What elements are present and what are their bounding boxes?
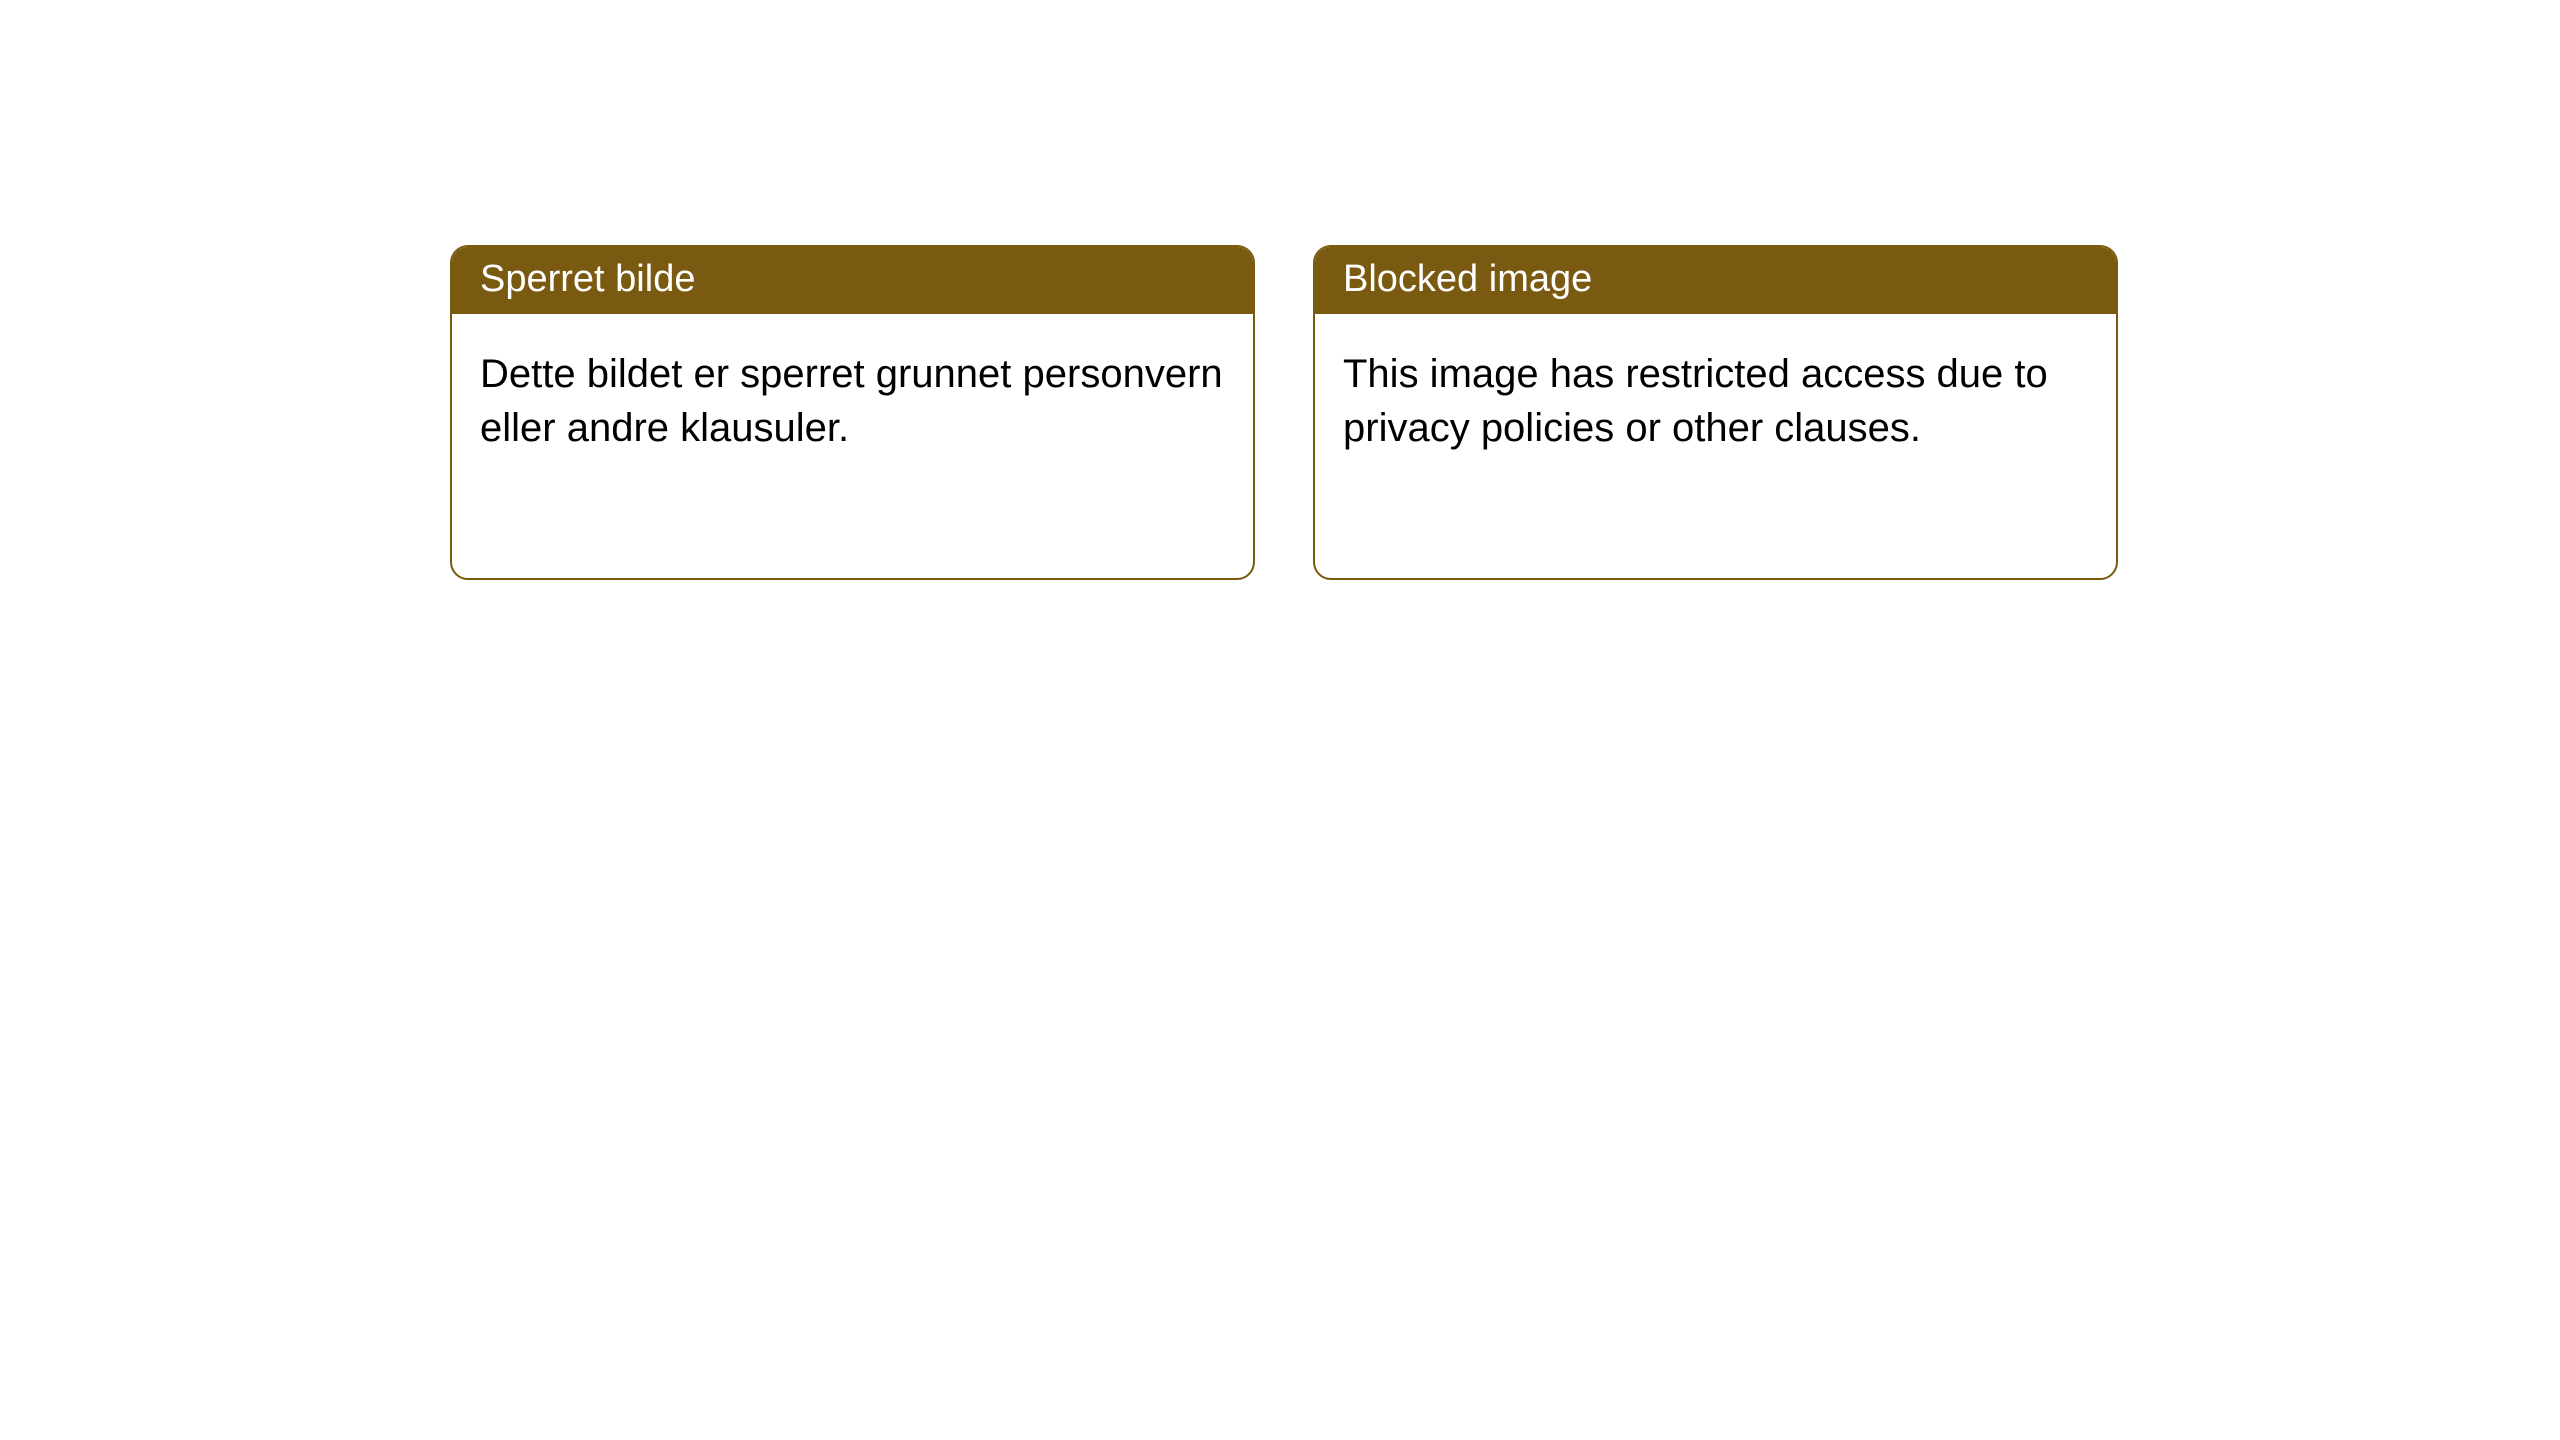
notice-card-english: Blocked image This image has restricted … [1313,245,2118,580]
notice-body-english: This image has restricted access due to … [1315,314,2116,488]
notice-body-norwegian: Dette bildet er sperret grunnet personve… [452,314,1253,488]
notice-header-norwegian: Sperret bilde [452,247,1253,314]
notice-header-english: Blocked image [1315,247,2116,314]
notice-card-norwegian: Sperret bilde Dette bildet er sperret gr… [450,245,1255,580]
notice-container: Sperret bilde Dette bildet er sperret gr… [0,0,2560,580]
